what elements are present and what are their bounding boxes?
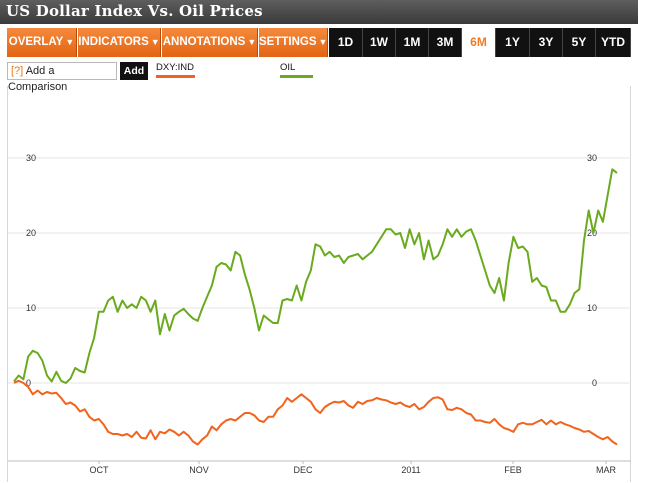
- add-comparison-placeholder: Add a Comparison: [8, 65, 68, 93]
- dropdown-arrow-icon: ▼: [247, 37, 257, 47]
- y-tick-right-0: 0: [592, 378, 597, 388]
- y-tick-left-20: 20: [26, 228, 36, 238]
- range-1y-button[interactable]: 1Y: [496, 28, 530, 57]
- x-axis-labels: OCT NOV DEC 2011 FEB MAR: [90, 461, 617, 475]
- series-lines: [13, 168, 618, 446]
- indicators-menu-button[interactable]: INDICATORS ▼: [78, 28, 161, 57]
- series-line-dxy-ind: [13, 379, 618, 446]
- x-tick-label: 2011: [401, 465, 420, 475]
- range-3y-button[interactable]: 3Y: [530, 28, 563, 57]
- x-tick-label: FEB: [504, 465, 522, 475]
- range-5y-button[interactable]: 5Y: [563, 28, 596, 57]
- page-title: US Dollar Index Vs. Oil Prices: [6, 2, 263, 20]
- y-tick-left-30: 30: [26, 153, 36, 163]
- indicators-menu-label: INDICATORS: [78, 36, 149, 48]
- annotations-menu-label: ANNOTATIONS: [162, 36, 246, 48]
- y-tick-right-20: 20: [587, 228, 597, 238]
- annotations-menu-button[interactable]: ANNOTATIONS ▼: [162, 28, 258, 57]
- dropdown-arrow-icon: ▼: [65, 37, 75, 47]
- legend-swatch-oil: [280, 75, 313, 78]
- chart-frame: [7, 86, 631, 482]
- series-line-oil: [13, 168, 618, 384]
- x-tick-label: NOV: [189, 465, 209, 475]
- range-6m-button[interactable]: 6M: [462, 28, 496, 57]
- y-tick-right-30: 30: [587, 153, 597, 163]
- settings-menu-button[interactable]: SETTINGS ▼: [259, 28, 328, 57]
- legend-label-dxy: DXY:IND: [156, 62, 195, 73]
- x-tick-label: MAR: [596, 465, 617, 475]
- add-comparison-field[interactable]: [?] Add a Comparison: [7, 62, 117, 93]
- x-tick-label: OCT: [90, 465, 110, 475]
- range-1m-button[interactable]: 1M: [396, 28, 429, 57]
- y-tick-left-0: 0: [26, 378, 31, 388]
- y-axis-labels: 0 0 10 10 20 20 30 30: [26, 153, 597, 388]
- range-1w-button[interactable]: 1W: [363, 28, 396, 57]
- x-tick-label: DEC: [293, 465, 313, 475]
- settings-menu-label: SETTINGS: [259, 36, 317, 48]
- range-ytd-button[interactable]: YTD: [596, 28, 631, 57]
- dropdown-arrow-icon: ▼: [150, 37, 160, 47]
- y-tick-left-10: 10: [26, 303, 36, 313]
- overlay-menu-button[interactable]: OVERLAY ▼: [7, 28, 77, 57]
- add-comparison-button[interactable]: Add: [120, 62, 148, 80]
- range-1d-button[interactable]: 1D: [329, 28, 363, 57]
- range-3m-button[interactable]: 3M: [429, 28, 462, 57]
- title-bar: US Dollar Index Vs. Oil Prices: [0, 0, 638, 24]
- grid-lines: [8, 157, 631, 384]
- overlay-menu-label: OVERLAY: [8, 36, 64, 48]
- dropdown-arrow-icon: ▼: [318, 37, 328, 47]
- legend-swatch-dxy: [156, 75, 195, 78]
- legend-label-oil: OIL: [280, 62, 296, 73]
- y-tick-right-10: 10: [587, 303, 597, 313]
- help-icon[interactable]: [?]: [11, 65, 24, 77]
